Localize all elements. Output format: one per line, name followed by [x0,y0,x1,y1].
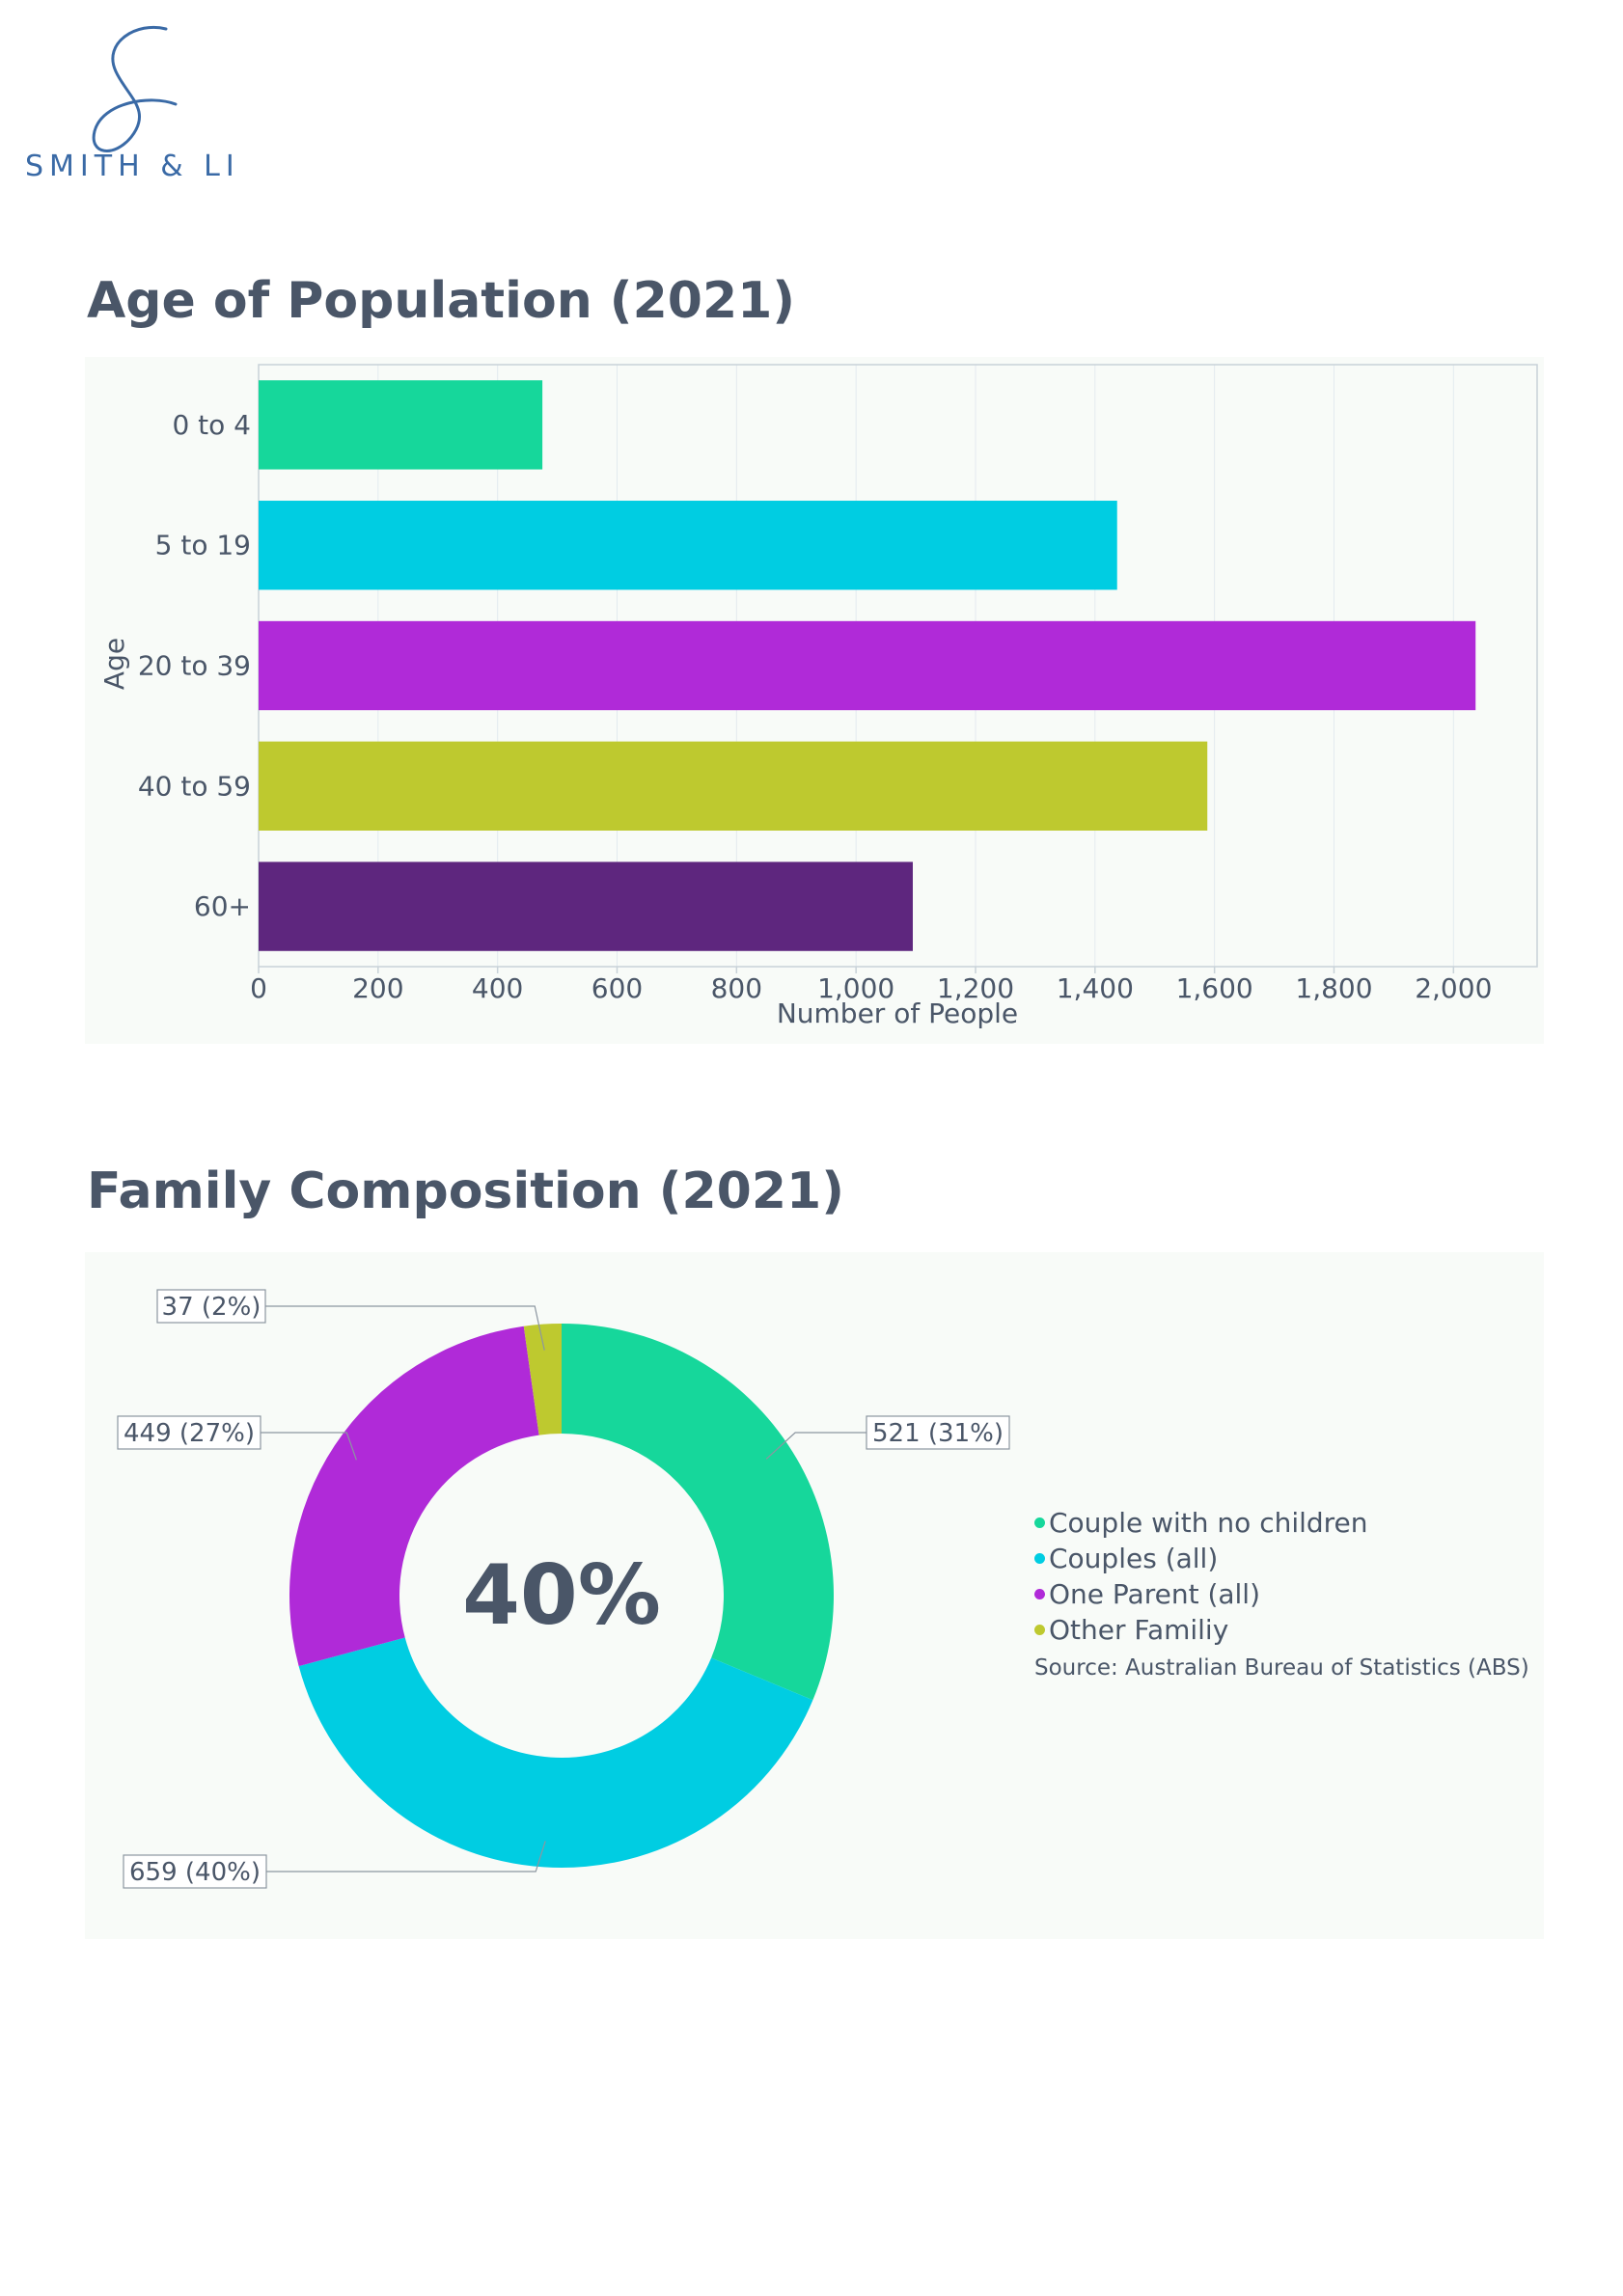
bar-0-to-4 [259,380,543,470]
bar-5-to-19 [259,501,1117,590]
y-tick-label: 40 to 59 [138,770,251,802]
legend-color-dot [1034,1517,1045,1528]
legend-color-dot [1034,1588,1045,1599]
y-tick-label: 0 to 4 [172,409,251,441]
legend-item[interactable]: Couples (all) [1034,1541,1529,1576]
callout-box [866,1415,1010,1450]
callout-leader-line [265,1305,545,1351]
family-section-title: Family Composition (2021) [87,1162,844,1220]
legend-color-dot [1034,1624,1045,1635]
legend-label: One Parent (all) [1049,1578,1261,1610]
y-tick-label: 20 to 39 [138,650,251,682]
x-tick-label: 1,800 [1295,972,1372,1004]
legend-item[interactable]: Other Familiy [1034,1612,1529,1648]
bar-40-to-59 [259,741,1208,831]
family-donut-chart: 521 (31%) 659 (40%) 449 (27%) 37 (2%) 40% [117,1289,1010,1889]
age-bar-chart-panel: 0 200 400 600 800 1,000 1,200 1,400 1,600 1,800 2,… [85,357,1544,1044]
donut-slice-one-parent-all- [289,1326,539,1667]
slice-value-label: 449 (27%) [124,1419,255,1448]
callout-leader-line [266,1841,546,1872]
legend-item[interactable]: Couple with no children [1034,1505,1529,1541]
y-tick-label: 5 to 19 [155,530,251,561]
x-tick-label: 200 [352,972,403,1004]
slice-value-label: 659 (40%) [129,1858,261,1887]
bar-60- [259,861,913,951]
x-tick-label: 600 [591,972,643,1004]
brand-name: SMITH & LI [25,150,240,183]
family-donut-chart-panel: 521 (31%) 659 (40%) 449 (27%) 37 (2%) 40% [85,1252,1544,1939]
legend-label: Couples (all) [1049,1543,1219,1574]
bar-20-to-39 [259,620,1476,711]
legend-label: Other Familiy [1049,1614,1229,1646]
x-tick-label: 1,200 [937,972,1014,1004]
callout-leader-line [261,1432,357,1461]
donut-slice-couples-all- [298,1637,813,1868]
donut-center-text: 40% [462,1547,661,1644]
callout-box [117,1415,261,1450]
x-tick-label: 400 [472,972,523,1004]
x-tick-label: 0 [250,972,267,1004]
callout-box [156,1289,266,1324]
y-axis-label: Age [98,638,130,690]
donut-slice-couple-with-no-children [562,1324,834,1701]
y-tick-label: 60+ [194,890,251,922]
callout-box [123,1854,267,1889]
x-tick-label: 1,400 [1057,972,1134,1004]
x-tick-label: 800 [711,972,762,1004]
slice-value-label: 37 (2%) [162,1293,261,1322]
x-axis-label: Number of People [777,998,1018,1029]
donut-slice-other-familiy [523,1324,562,1435]
legend-item[interactable]: One Parent (all) [1034,1576,1529,1612]
x-tick-label: 1,600 [1176,972,1253,1004]
smith-li-logo [92,25,178,152]
donut-legend: Couple with no children Couples (all) One … [1034,1505,1529,1681]
age-bar-chart: 0 200 400 600 800 1,000 1,200 1,400 1,600 1,800 2,… [98,364,1538,1029]
callout-leader-line [765,1432,867,1460]
slice-value-label: 521 (31%) [872,1419,1004,1448]
x-tick-label: 1,000 [817,972,894,1004]
legend-color-dot [1034,1552,1045,1564]
source-note: Source: Australian Bureau of Statistics … [1034,1655,1529,1681]
x-tick-label: 2,000 [1415,972,1492,1004]
legend-label: Couple with no children [1049,1507,1368,1539]
age-section-title: Age of Population (2021) [87,272,796,330]
